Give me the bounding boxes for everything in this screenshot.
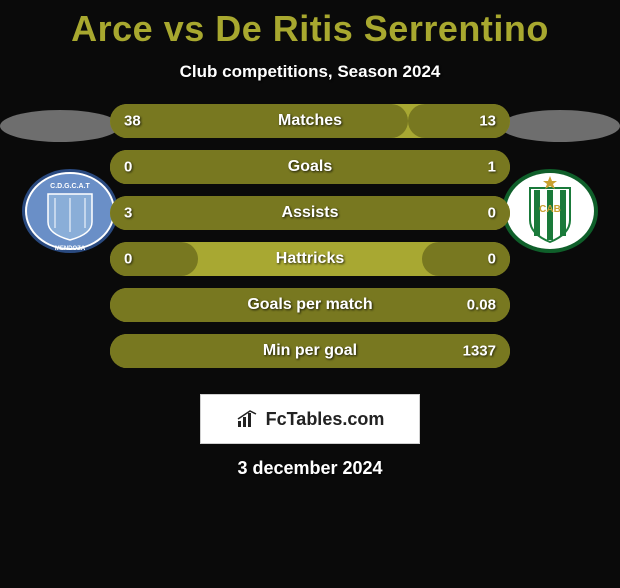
player-oval-right	[500, 110, 620, 142]
stat-row: 3 0 Assists	[110, 196, 510, 230]
stat-label: Goals per match	[247, 296, 372, 314]
stat-bars: 38 13 Matches 0 1 Goals 3 0 Assists 0 0 Hattricks 0.…	[110, 104, 510, 380]
stat-value-left: 38	[124, 113, 141, 130]
stat-value-left: 0	[124, 251, 132, 268]
stat-label: Matches	[278, 112, 342, 130]
stat-label: Goals	[288, 158, 332, 176]
stat-row: 0.08 Goals per match	[110, 288, 510, 322]
stat-value-left: 0	[124, 159, 132, 176]
stat-value-left: 3	[124, 205, 132, 222]
team-crest-left: C.D.G.C.A.T MENDOZA	[20, 168, 120, 254]
stat-value-right: 1337	[463, 343, 496, 360]
stat-label: Hattricks	[276, 250, 344, 268]
stat-value-right: 0	[488, 251, 496, 268]
crest-left-text2: MENDOZA	[55, 246, 86, 252]
stat-row: 0 1 Goals	[110, 150, 510, 184]
comparison-content: C.D.G.C.A.T MENDOZA CAB 38 13 Matches 0 1 Goa…	[0, 104, 620, 384]
team-crest-right: CAB	[500, 168, 600, 254]
date-text: 3 december 2024	[0, 458, 620, 479]
stat-label: Min per goal	[263, 342, 357, 360]
stat-label: Assists	[282, 204, 339, 222]
stat-row: 38 13 Matches	[110, 104, 510, 138]
branding-box: FcTables.com	[200, 394, 420, 444]
stat-row: 0 0 Hattricks	[110, 242, 510, 276]
stat-fill-left	[110, 104, 408, 138]
crest-left-text1: C.D.G.C.A.T	[50, 183, 90, 190]
crest-right-text: CAB	[539, 204, 561, 215]
stat-value-right: 0.08	[467, 297, 496, 314]
subtitle: Club competitions, Season 2024	[0, 62, 620, 82]
stat-value-right: 1	[488, 159, 496, 176]
page-title: Arce vs De Ritis Serrentino	[0, 8, 620, 50]
stat-row: 1337 Min per goal	[110, 334, 510, 368]
stat-value-right: 0	[488, 205, 496, 222]
player-oval-left	[0, 110, 120, 142]
stat-value-right: 13	[479, 113, 496, 130]
branding-chart-icon	[236, 409, 260, 429]
branding-text: FcTables.com	[266, 409, 385, 430]
stat-fill-right	[422, 196, 510, 230]
stat-fill-right	[422, 242, 510, 276]
